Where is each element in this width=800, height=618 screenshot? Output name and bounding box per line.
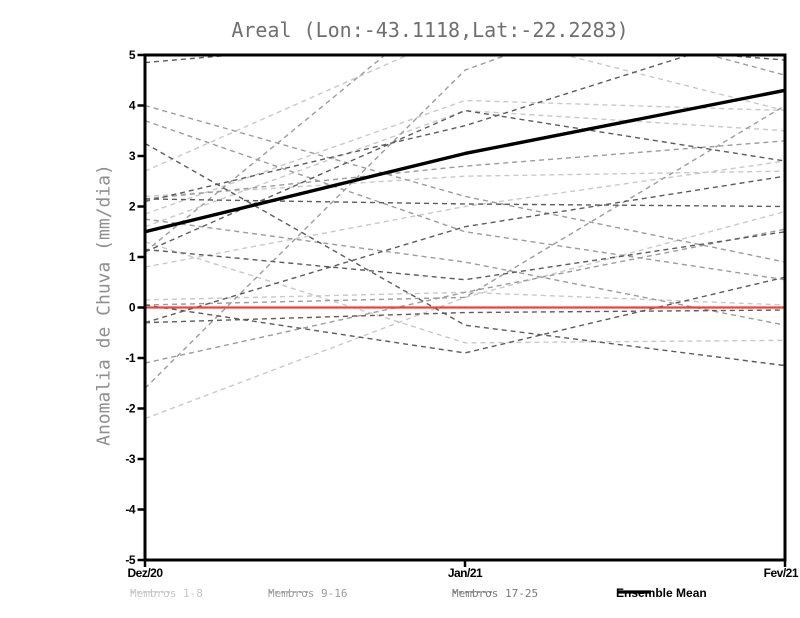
ensemble-mean-line [145,88,785,234]
svg-text:-4: -4 [125,503,135,517]
legend-label: Ensemble Mean [616,586,707,600]
legend-line-swatch-dashed [453,591,493,593]
legend-item-ensemble-mean: Ensemble Mean [616,586,707,600]
svg-text:5: 5 [129,48,136,62]
legend-item-membros-1-8: Membros 1-8 [130,586,203,600]
svg-text:-5: -5 [125,553,135,567]
ensemble-member-lines [145,55,785,420]
legend-item-membros-17-25: Membros 17-25 [452,586,538,600]
svg-text:Dez/20: Dez/20 [127,566,163,580]
svg-text:-2: -2 [125,402,135,416]
svg-text:Jan/21: Jan/21 [448,566,483,580]
legend-line-swatch-dashed [269,591,309,593]
legend-label: Membros 9-16 [268,586,348,600]
svg-text:2: 2 [129,200,136,214]
svg-text:-3: -3 [125,452,135,466]
chart-title: Areal (Lon:-43.1118,Lat:-22.2283) [231,18,629,42]
legend: Membros 1-8 Membros 9-16 Membros 17-25 E… [0,586,800,608]
plot-border [143,53,787,562]
legend-label: Membros 1-8 [130,586,203,600]
svg-text:4: 4 [129,99,136,113]
svg-text:Fev/21: Fev/21 [764,566,799,580]
legend-line-swatch-dashed [131,591,171,593]
legend-label: Membros 17-25 [452,586,539,600]
svg-text:-1: -1 [125,351,135,365]
svg-text:1: 1 [129,250,136,264]
svg-text:0: 0 [129,301,136,315]
legend-line-swatch-solid [617,590,651,594]
legend-item-membros-9-16: Membros 9-16 [268,586,347,600]
svg-text:3: 3 [129,149,136,163]
